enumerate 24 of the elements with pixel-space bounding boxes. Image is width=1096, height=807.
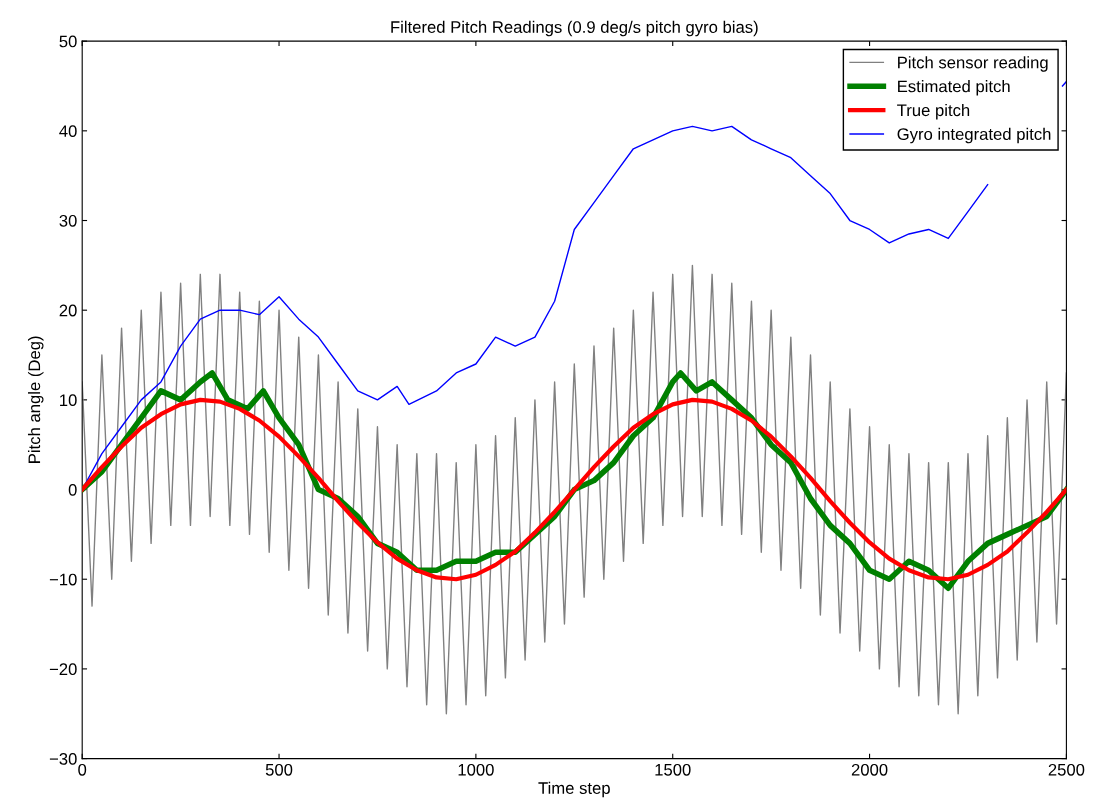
y-tick-label: 10 bbox=[60, 394, 77, 407]
legend-label: Gyro integrated pitch bbox=[897, 127, 1051, 144]
y-axis-title: Pitch angle (Deg) bbox=[27, 336, 44, 463]
chart-title: Filtered Pitch Readings (0.9 deg/s pitch gyro bias) bbox=[391, 20, 758, 37]
y-tick-label: 0 bbox=[68, 483, 77, 496]
y-tick-label: 40 bbox=[59, 125, 77, 138]
line-series bbox=[82, 264, 1067, 715]
legend-label: Pitch sensor reading bbox=[898, 56, 1048, 72]
x-tick-label: 2000 bbox=[851, 763, 888, 776]
y-tick-label: 20 bbox=[59, 304, 77, 317]
legend-label: True pitch bbox=[897, 103, 970, 120]
x-tick-label: 0 bbox=[78, 763, 87, 776]
legend-label: Estimated pitch bbox=[898, 80, 1010, 96]
y-tick-label: 30 bbox=[59, 214, 77, 227]
line-series bbox=[82, 397, 1067, 582]
y-tick-label: −20 bbox=[49, 663, 77, 676]
y-tick-label: 50 bbox=[59, 35, 77, 48]
x-axis-title: Time step bbox=[538, 781, 610, 798]
x-tick-label: 1500 bbox=[655, 763, 691, 776]
y-tick-label: −10 bbox=[49, 573, 77, 586]
x-tick-label: 2500 bbox=[1048, 763, 1085, 776]
x-tick-label: 1000 bbox=[458, 763, 494, 776]
y-tick-label: −30 bbox=[49, 752, 77, 765]
x-tick-label: 500 bbox=[265, 763, 293, 776]
